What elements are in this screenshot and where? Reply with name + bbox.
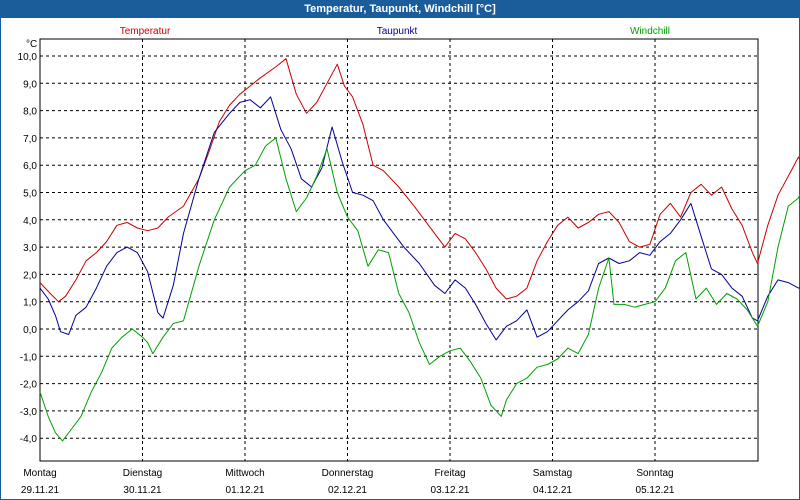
y-axis: -4,0 -3,0 -2,0 -1,0 0,0 1,0 2,0 3,0 4,0 5,0 6,0 7,0… <box>18 39 38 445</box>
x-tick-day: Sonntag <box>636 468 673 479</box>
y-tick-label: -3,0 <box>20 407 38 418</box>
x-tick-day: Montag <box>23 468 56 479</box>
legend-item-taupunkt: Taupunkt <box>377 26 418 37</box>
series-line-windchill <box>39 137 800 442</box>
plot-area <box>39 38 759 462</box>
y-axis-unit: °C <box>26 39 37 50</box>
y-tick-label: 3,0 <box>23 243 37 254</box>
x-tick-date: 05.12.21 <box>636 485 675 496</box>
x-tick-day: Mittwoch <box>225 468 264 479</box>
y-tick-label: 8,0 <box>23 107 37 118</box>
legend-item-temperatur: Temperatur <box>120 26 171 37</box>
x-tick-day: Donnerstag <box>322 468 374 479</box>
y-tick-label: 6,0 <box>23 161 37 172</box>
series-lines <box>39 58 800 442</box>
grid-lines <box>40 39 758 461</box>
chart-title: Temperatur, Taupunkt, Windchill [°C] <box>0 0 800 18</box>
x-tick-day: Samstag <box>533 468 572 479</box>
x-tick-date: 03.12.21 <box>431 485 470 496</box>
y-tick-label: 10,0 <box>18 52 38 63</box>
x-tick-day: Dienstag <box>123 468 162 479</box>
series-line-taupunkt <box>39 96 800 341</box>
x-tick-date: 04.12.21 <box>533 485 572 496</box>
x-tick-date: 30.11.21 <box>123 485 162 496</box>
y-tick-label: 1,0 <box>23 298 37 309</box>
y-tick-label: 0,0 <box>23 325 37 336</box>
y-tick-label: 2,0 <box>23 270 37 281</box>
series-line-temperatur <box>39 58 800 303</box>
y-tick-label: -2,0 <box>20 380 38 391</box>
y-tick-label: -4,0 <box>20 434 38 445</box>
y-tick-label: 7,0 <box>23 134 37 145</box>
y-tick-label: 5,0 <box>23 189 37 200</box>
x-tick-date: 29.11.21 <box>21 485 60 496</box>
x-tick-date: 01.12.21 <box>226 485 265 496</box>
legend: Temperatur Taupunkt Windchill <box>120 26 670 37</box>
x-tick-date: 02.12.21 <box>328 485 367 496</box>
x-axis: Montag 29.11.21 Dienstag 30.11.21 Mittwoch 01… <box>21 468 675 496</box>
y-tick-label: 4,0 <box>23 216 37 227</box>
x-tick-day: Freitag <box>434 468 465 479</box>
y-tick-label: -1,0 <box>20 352 38 363</box>
legend-item-windchill: Windchill <box>630 26 670 37</box>
y-tick-label: 9,0 <box>23 79 37 90</box>
